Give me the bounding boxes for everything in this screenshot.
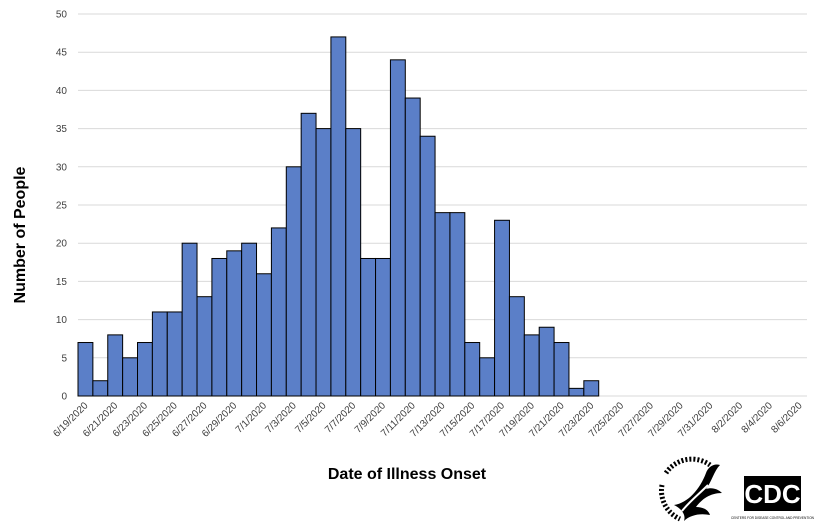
bar xyxy=(196,296,213,397)
bar xyxy=(151,311,168,397)
y-tick-label: 5 xyxy=(61,353,67,364)
x-tick-label: 8/4/2020 xyxy=(740,400,776,436)
bar xyxy=(434,212,451,397)
bar xyxy=(389,59,406,397)
bar xyxy=(137,342,153,397)
y-tick-label: 30 xyxy=(56,162,68,173)
cdc-logo-text: CDC xyxy=(744,479,801,509)
bar xyxy=(181,242,198,397)
bar xyxy=(583,380,600,397)
bar xyxy=(464,342,481,397)
y-axis-label: Number of People xyxy=(12,166,29,303)
x-tick-label: 8/2/2020 xyxy=(710,400,746,436)
bar xyxy=(330,36,347,397)
bar xyxy=(404,97,421,397)
y-tick-label: 15 xyxy=(56,277,68,288)
y-tick-label: 45 xyxy=(56,48,68,59)
y-tick-label: 10 xyxy=(56,315,68,326)
bar xyxy=(360,257,377,397)
bar xyxy=(375,257,391,397)
bar xyxy=(449,212,466,397)
bar xyxy=(568,387,585,397)
y-tick-label: 25 xyxy=(56,201,68,212)
bar xyxy=(523,334,540,397)
bar xyxy=(256,273,272,397)
bar xyxy=(508,296,525,397)
bar xyxy=(285,166,302,397)
cdc-logo-icon: CDC CENTERS FOR DISEASE CONTROL AND PREV… xyxy=(731,476,815,520)
bars xyxy=(77,36,600,397)
bar xyxy=(345,128,362,397)
y-tick-label: 20 xyxy=(56,239,68,250)
x-tick-labels: 6/19/20206/21/20206/23/20206/25/20206/27… xyxy=(51,400,805,440)
bar xyxy=(107,334,124,397)
cdc-logo-subtext: CENTERS FOR DISEASE CONTROL AND PREVENTI… xyxy=(731,516,815,520)
bar xyxy=(538,326,555,397)
hhs-eagle-seal-icon xyxy=(654,453,730,529)
y-tick-label: 40 xyxy=(56,86,68,97)
y-tick-label: 0 xyxy=(61,392,67,403)
bar xyxy=(211,257,228,397)
x-tick-label: 7/5/2020 xyxy=(293,400,329,436)
x-axis-label: Date of Illness Onset xyxy=(328,466,487,483)
y-tick-labels: 0 5 10 15 20 25 30 35 40 45 50 xyxy=(56,10,68,403)
x-tick-label: 7/1/2020 xyxy=(234,400,270,436)
x-tick-label: 7/7/2020 xyxy=(323,400,359,436)
bar xyxy=(226,250,243,397)
bar xyxy=(122,357,139,397)
x-tick-label: 8/6/2020 xyxy=(769,400,805,436)
bar xyxy=(300,112,317,397)
y-tick-label: 50 xyxy=(56,10,68,21)
bar xyxy=(494,219,510,397)
bar xyxy=(553,342,570,397)
bar xyxy=(77,342,94,397)
bar xyxy=(419,135,436,397)
bar xyxy=(92,380,109,397)
bar xyxy=(315,128,332,397)
bar xyxy=(241,242,258,397)
bar xyxy=(479,357,496,397)
x-tick-label: 7/3/2020 xyxy=(264,400,300,436)
y-tick-label: 35 xyxy=(56,124,68,135)
bar xyxy=(166,311,183,397)
bar xyxy=(270,227,287,397)
